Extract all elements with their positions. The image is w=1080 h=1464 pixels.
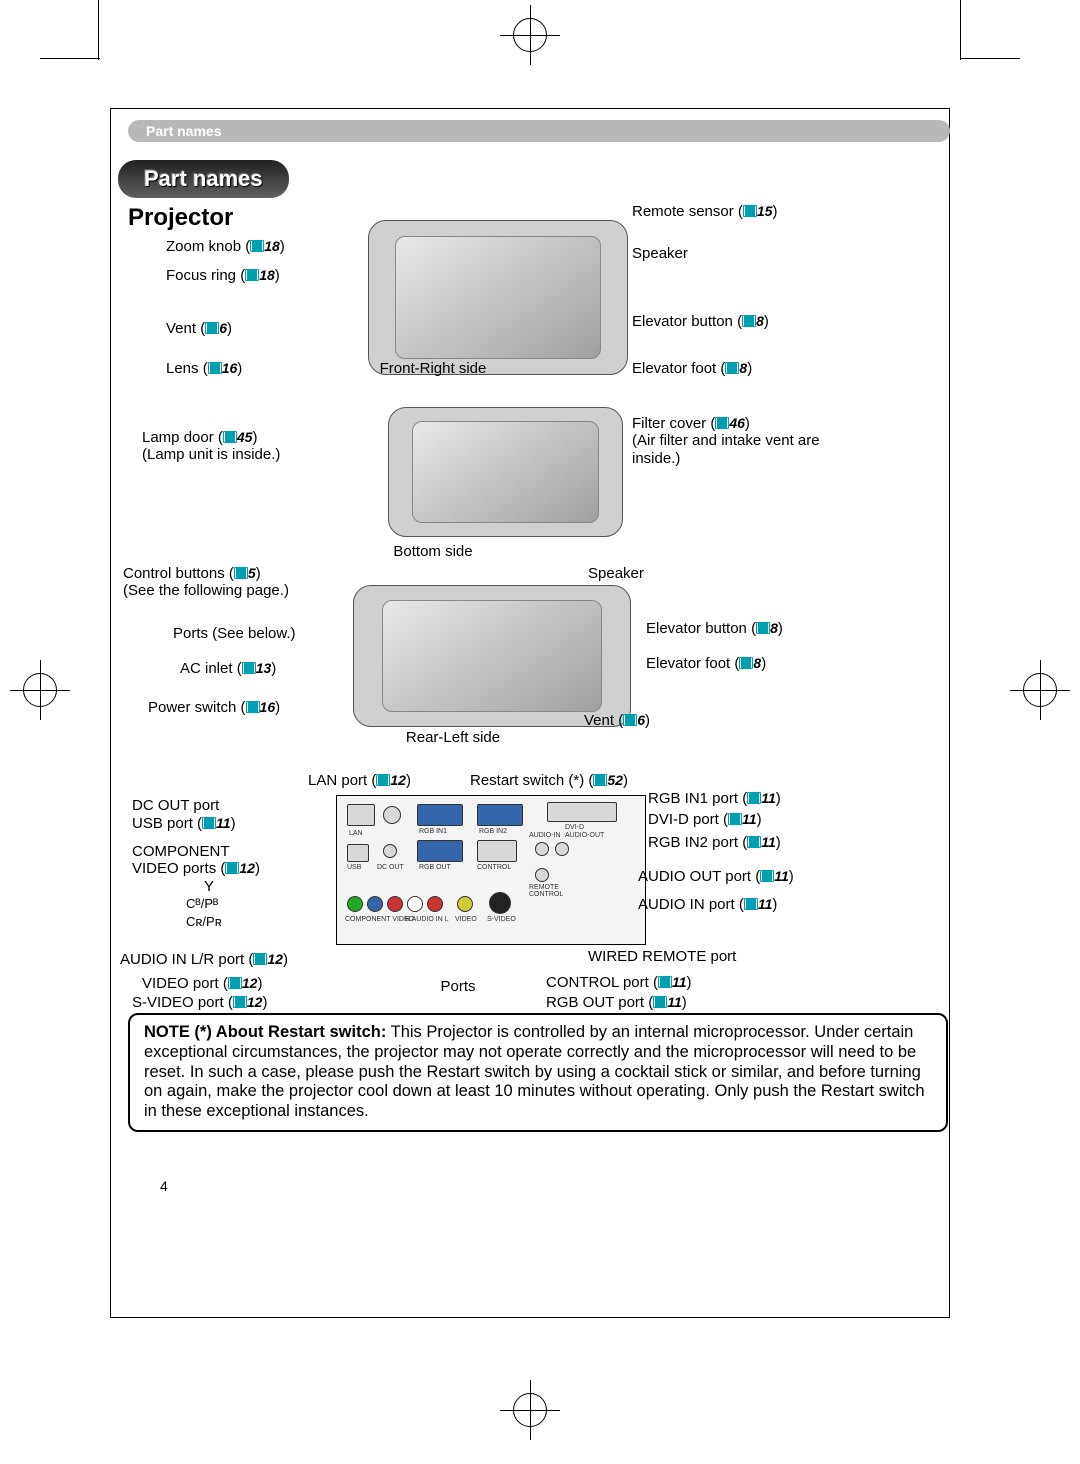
book-icon — [205, 322, 219, 334]
port-callout: CONTROL port (11) — [546, 974, 692, 991]
book-icon — [756, 622, 770, 634]
book-icon — [253, 953, 267, 965]
book-icon — [223, 431, 237, 443]
book-icon — [242, 662, 256, 674]
ports-panel-image: RGB IN1 RGB IN2 DVI-D LAN USB DC OUT RGB… — [336, 795, 646, 945]
section-title-pill: Part names — [118, 160, 289, 198]
book-icon — [246, 701, 260, 713]
book-icon — [715, 417, 729, 429]
book-icon — [742, 315, 756, 327]
port-callout: DC OUT port — [132, 797, 219, 814]
callout-label: Zoom knob (18) — [166, 238, 285, 255]
port-callout: DVI-D port (11) — [648, 811, 762, 828]
book-icon — [653, 996, 667, 1008]
book-icon — [760, 870, 774, 882]
book-icon — [747, 792, 761, 804]
book-icon — [747, 836, 761, 848]
header-pill: Part names — [128, 120, 950, 142]
book-icon — [658, 976, 672, 988]
book-icon — [234, 567, 248, 579]
book-icon — [728, 813, 742, 825]
callout-label: Elevator foot (8) — [646, 655, 766, 672]
port-callout: RGB OUT port (11) — [546, 994, 687, 1011]
book-icon — [225, 862, 239, 874]
callout-label: AC inlet (13) — [180, 660, 276, 677]
projector-rear-left-image — [353, 585, 631, 727]
view-label: Rear-Left side — [383, 729, 523, 746]
port-callout: COMPONENT — [132, 843, 230, 860]
note-box: NOTE (*) About Restart switch: This Proj… — [128, 1013, 948, 1132]
projector-front-right-image — [368, 220, 628, 375]
projector-bottom-image — [388, 407, 623, 537]
port-callout: VIDEO ports (12) — [132, 860, 260, 877]
port-callout: Cʀ/Pʀ — [186, 913, 222, 930]
callout-label: Vent (6) — [584, 712, 650, 729]
port-callout: LAN port (12) — [308, 772, 411, 789]
port-callout: Y — [204, 878, 214, 895]
callout-label: Vent (6) — [166, 320, 232, 337]
callout-label: Focus ring (18) — [166, 267, 280, 284]
callout-label: Lens (16) — [166, 360, 242, 377]
callout-label: Filter cover (46)(Air filter and intake … — [632, 415, 842, 467]
port-callout: AUDIO OUT port (11) — [638, 868, 794, 885]
port-callout: USB port (11) — [132, 815, 236, 832]
book-icon — [245, 269, 259, 281]
port-callout: VIDEO port (12) — [142, 975, 262, 992]
port-callout: Cᴮ/Pᴮ — [186, 895, 218, 912]
port-callout: RGB IN1 port (11) — [648, 790, 781, 807]
callout-label: Remote sensor (15) — [632, 203, 777, 220]
callout-label: Control buttons (5)(See the following pa… — [123, 565, 289, 600]
view-label: Ports — [418, 978, 498, 995]
book-icon — [250, 240, 264, 252]
book-icon — [208, 362, 222, 374]
book-icon — [623, 714, 637, 726]
section-title: Part names — [144, 166, 263, 191]
note-lead: (*) About Restart switch: — [190, 1023, 386, 1041]
port-callout: AUDIO IN L/R port (12) — [120, 951, 288, 968]
book-icon — [228, 977, 242, 989]
book-icon — [743, 205, 757, 217]
page-number: 4 — [160, 1178, 168, 1194]
book-icon — [739, 657, 753, 669]
port-callout: S-VIDEO port (12) — [132, 994, 267, 1011]
callout-label: Elevator foot (8) — [632, 360, 752, 377]
port-callout: RGB IN2 port (11) — [648, 834, 781, 851]
callout-label: Speaker — [632, 245, 688, 262]
view-label: Front-Right side — [353, 360, 513, 377]
callout-label: Power switch (16) — [148, 699, 280, 716]
diagram-area: Front-Right side Bottom side Rear-Left s… — [128, 195, 948, 1005]
callout-label: Elevator button (8) — [646, 620, 783, 637]
book-icon — [744, 898, 758, 910]
breadcrumb: Part names — [146, 123, 221, 139]
book-icon — [593, 774, 607, 786]
book-icon — [376, 774, 390, 786]
view-label: Bottom side — [373, 543, 493, 560]
callout-label: Lamp door (45)(Lamp unit is inside.) — [142, 429, 280, 464]
book-icon — [233, 996, 247, 1008]
book-icon — [202, 817, 216, 829]
book-icon — [725, 362, 739, 374]
port-callout: Restart switch (*) (52) — [470, 772, 628, 789]
port-callout: WIRED REMOTE port — [588, 948, 736, 965]
callout-label: Speaker — [588, 565, 644, 582]
note-label: NOTE — [144, 1023, 190, 1041]
port-callout: AUDIO IN port (11) — [638, 896, 777, 913]
callout-label: Elevator button (8) — [632, 313, 769, 330]
callout-label: Ports (See below.) — [173, 625, 296, 642]
